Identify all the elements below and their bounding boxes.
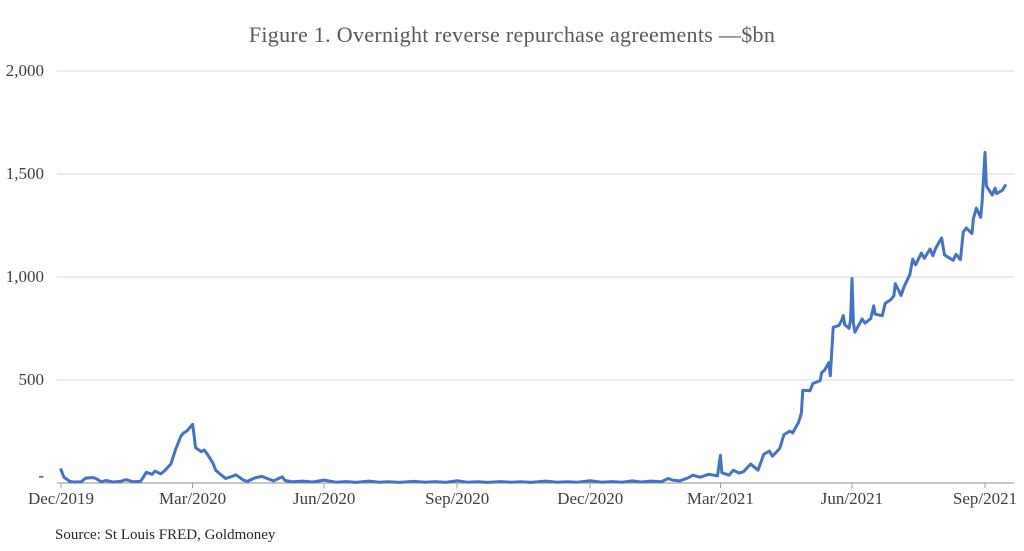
x-tick-label: Jun/2021 xyxy=(820,489,884,508)
x-tick-label: Mar/2020 xyxy=(159,489,227,508)
source-note: Source: St Louis FRED, Goldmoney xyxy=(55,527,276,543)
x-tick-label: Sep/2021 xyxy=(952,489,1018,508)
y-tick-label: 500 xyxy=(18,370,45,389)
y-tick-label: 1,500 xyxy=(5,164,44,183)
x-tick-label: Mar/2021 xyxy=(686,489,754,508)
chart-title: Figure 1. Overnight reverse repurchase a… xyxy=(248,22,776,47)
y-tick-label: 1,000 xyxy=(5,267,44,286)
y-tick-label: - xyxy=(38,466,44,485)
x-tick-label: Sep/2020 xyxy=(425,489,490,508)
y-tick-label: 2,000 xyxy=(5,61,44,80)
x-tick-label: Jun/2020 xyxy=(293,489,356,508)
x-tick-label: Dec/2020 xyxy=(557,489,624,508)
series-line xyxy=(59,150,1007,484)
x-tick-label: Dec/2019 xyxy=(27,489,95,508)
